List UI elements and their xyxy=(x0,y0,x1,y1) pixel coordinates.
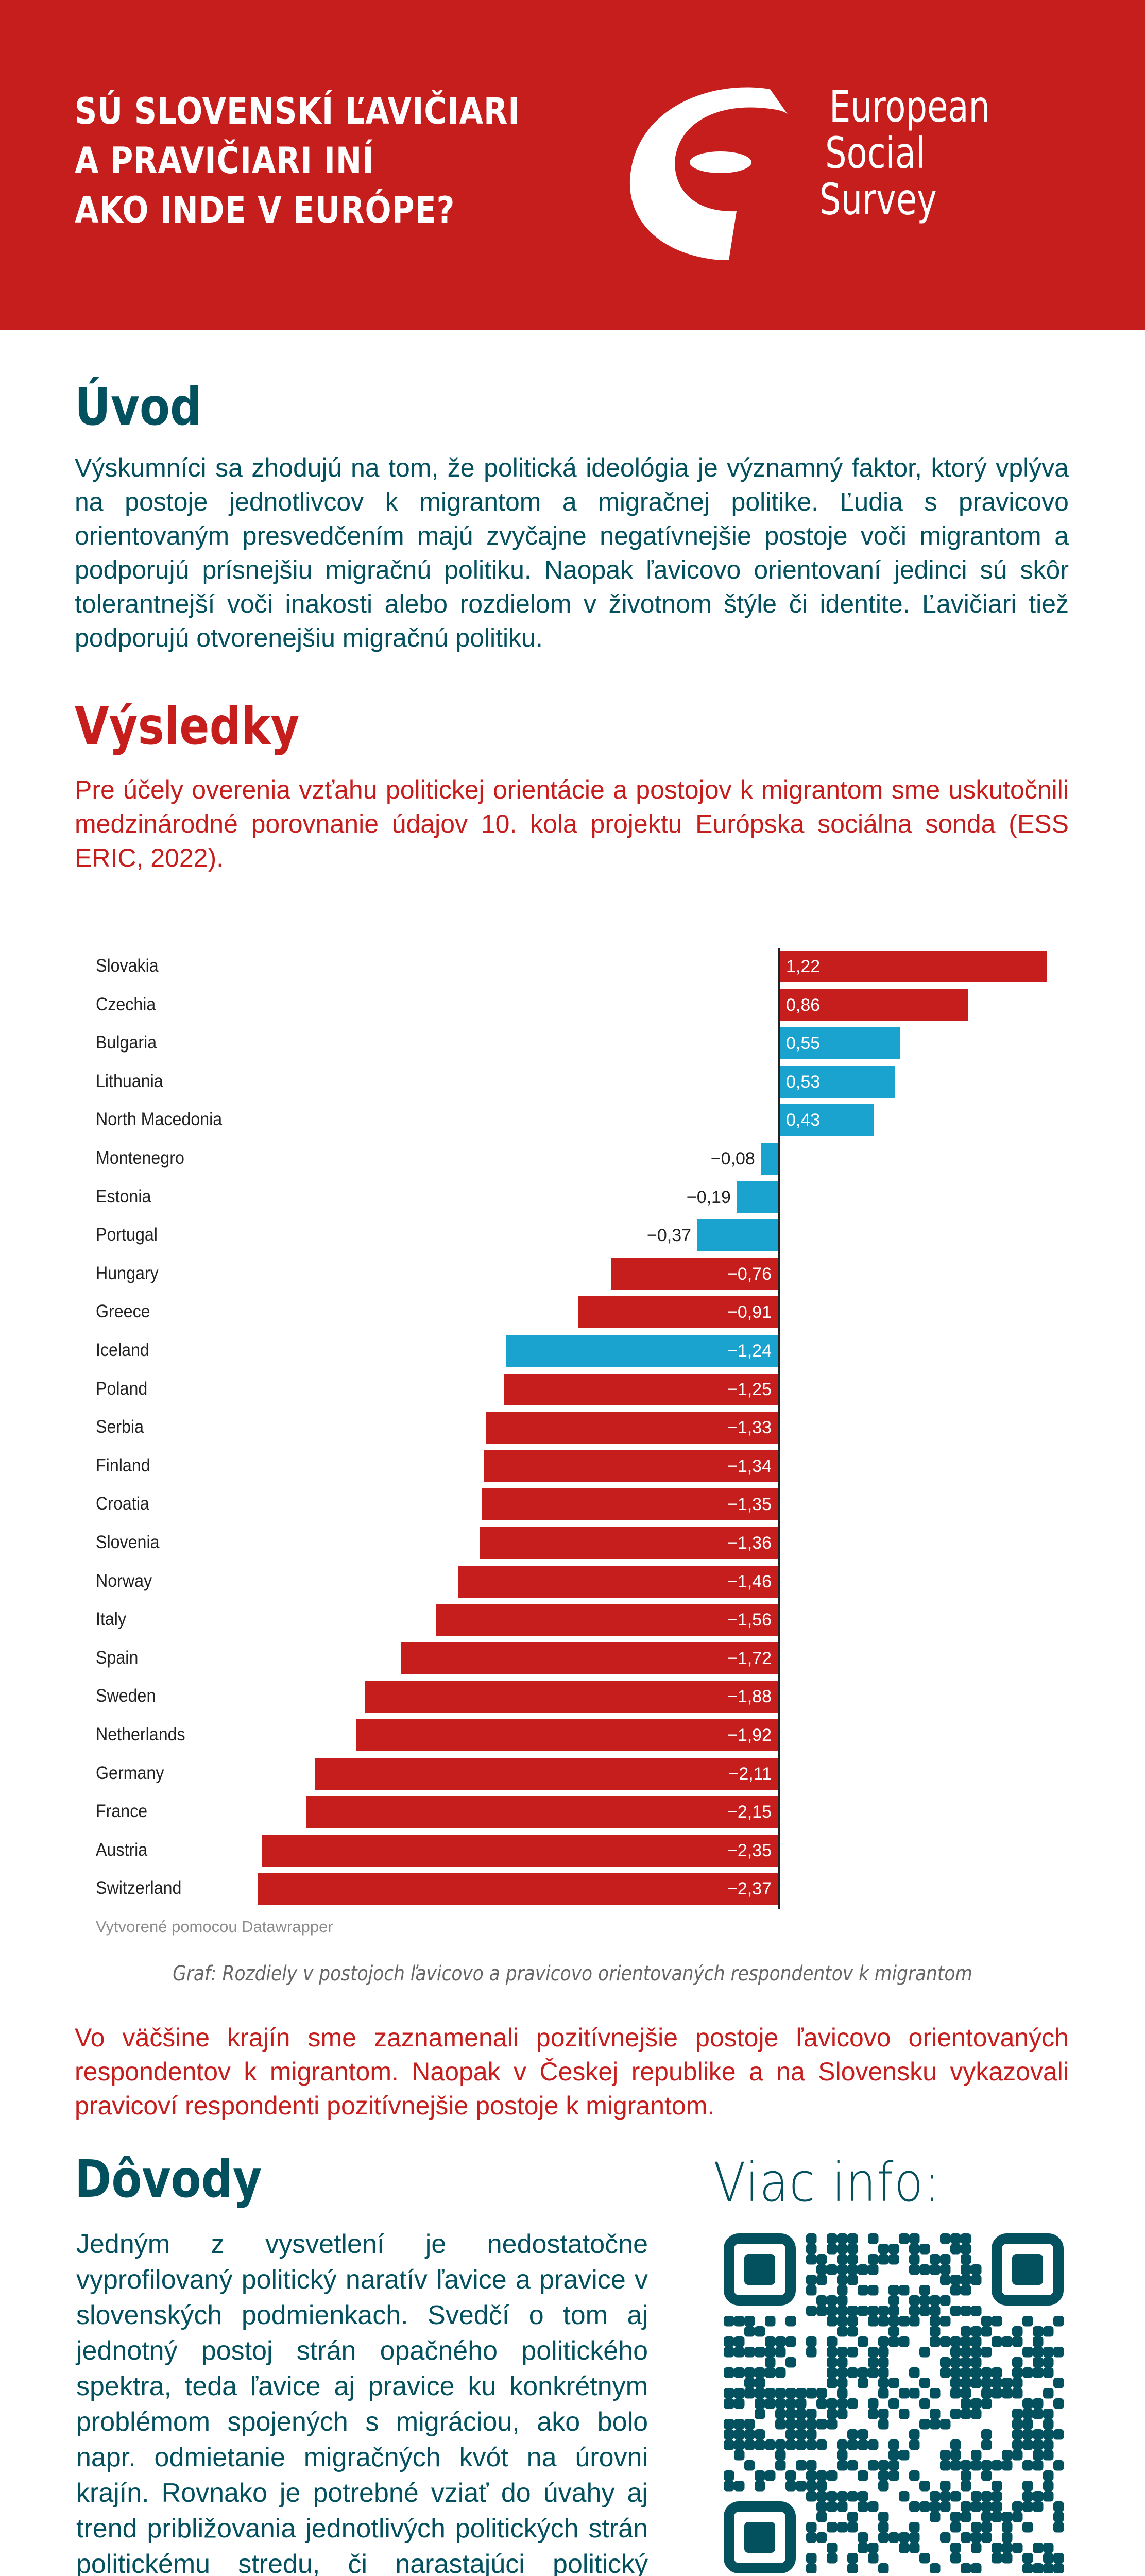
value-label: −0,37 xyxy=(646,1226,692,1246)
reasons-text: Jedným z vysvetlení je nedostatočne vypr… xyxy=(76,2229,648,2576)
title-line-3: AKO INDE V EURÓPE? xyxy=(75,189,455,231)
country-label: Slovakia xyxy=(96,956,159,976)
value-label: −1,92 xyxy=(727,1725,772,1745)
bar xyxy=(435,1604,779,1636)
bar xyxy=(365,1681,779,1713)
country-label: Estonia xyxy=(96,1186,151,1207)
bar xyxy=(400,1642,779,1674)
title-line-2: A PRAVIČIARI INÍ xyxy=(75,140,374,182)
country-label: Finland xyxy=(96,1455,150,1476)
value-label: −1,33 xyxy=(727,1418,772,1438)
value-label: −2,15 xyxy=(727,1802,772,1822)
value-label: −1,25 xyxy=(727,1379,772,1399)
value-label: 0,55 xyxy=(786,1033,821,1054)
country-label: Italy xyxy=(96,1609,127,1630)
results-heading: Výsledky xyxy=(75,696,300,756)
value-label: 1,22 xyxy=(786,957,821,976)
ess-logo: European Social Survey xyxy=(626,80,1089,265)
country-label: Netherlands xyxy=(96,1724,185,1744)
country-label: Germany xyxy=(96,1762,164,1783)
country-label: Iceland xyxy=(96,1340,149,1360)
bar xyxy=(356,1719,779,1751)
zero-axis-line xyxy=(778,948,780,1909)
page-title: SÚ SLOVENSKÍ ĽAVIČIARI A PRAVIČIARI INÍ … xyxy=(75,87,520,235)
value-label: −1,34 xyxy=(727,1456,772,1476)
value-label: −0,08 xyxy=(710,1149,755,1168)
value-label: −1,46 xyxy=(727,1571,772,1591)
country-label: Croatia xyxy=(96,1494,149,1514)
intro-text: Výskumníci sa zhodujú na tom, že politic… xyxy=(75,453,1069,652)
bar xyxy=(779,989,968,1021)
value-label: −1,24 xyxy=(727,1341,772,1361)
country-label: Portugal xyxy=(96,1225,158,1245)
value-label: −0,76 xyxy=(727,1264,772,1284)
results-text: Pre účely overenia vzťahu politickej ori… xyxy=(75,775,1069,872)
bar xyxy=(737,1181,779,1213)
value-label: −1,56 xyxy=(727,1610,772,1630)
title-line-1: SÚ SLOVENSKÍ ĽAVIČIARI xyxy=(75,90,520,132)
qr-code-icon[interactable] xyxy=(724,2233,1064,2574)
value-label: −0,91 xyxy=(727,1302,772,1323)
intro-heading: Úvod xyxy=(75,377,202,437)
bar xyxy=(482,1488,779,1521)
more-info-heading: Viac info: xyxy=(713,2151,941,2214)
country-label: Norway xyxy=(96,1570,152,1591)
bar xyxy=(315,1757,779,1790)
bar xyxy=(457,1565,779,1598)
reasons-heading: Dôvody xyxy=(75,2149,262,2209)
country-label: Serbia xyxy=(96,1417,144,1437)
bar xyxy=(761,1143,779,1175)
country-label: Spain xyxy=(96,1647,139,1668)
ess-word-survey: Survey xyxy=(819,174,937,225)
value-label: −1,88 xyxy=(727,1687,772,1707)
value-label: −1,36 xyxy=(727,1533,772,1553)
value-label: 0,53 xyxy=(786,1072,821,1092)
bar xyxy=(779,951,1047,982)
bar xyxy=(697,1219,779,1252)
bar xyxy=(779,1104,874,1137)
ess-e-icon xyxy=(629,87,788,260)
country-label: Slovenia xyxy=(96,1532,160,1552)
bar xyxy=(779,1065,896,1098)
country-label: France xyxy=(96,1801,148,1822)
chart-attribution: Vytvorené pomocou Datawrapper xyxy=(96,1918,333,1936)
bar xyxy=(480,1527,779,1559)
country-label: Sweden xyxy=(96,1686,156,1706)
country-label: Greece xyxy=(96,1301,150,1322)
chart-caption: Graf: Rozdiely v postojoch ľavicovo a pr… xyxy=(173,1962,972,1986)
ess-word-european: European xyxy=(829,81,990,132)
value-label: 0,86 xyxy=(786,995,821,1015)
bar xyxy=(262,1834,779,1867)
country-label: Switzerland xyxy=(96,1878,182,1899)
country-label: Montenegro xyxy=(96,1148,184,1168)
bar-chart: Slovakia 1,22 Czechia 0,86 Bulgaria 0,55 Lithu… xyxy=(77,933,1066,1917)
bar xyxy=(578,1296,779,1329)
country-label: Poland xyxy=(96,1378,148,1399)
country-label: North Macedonia xyxy=(96,1109,223,1130)
country-label: Czechia xyxy=(96,994,156,1014)
value-label: −2,37 xyxy=(727,1879,772,1899)
header-banner: SÚ SLOVENSKÍ ĽAVIČIARI A PRAVIČIARI INÍ … xyxy=(0,0,1145,330)
bar xyxy=(484,1450,779,1482)
country-label: Hungary xyxy=(96,1263,159,1283)
bar xyxy=(305,1796,779,1828)
bar xyxy=(611,1258,779,1290)
bar xyxy=(779,1027,900,1060)
value-label: −2,35 xyxy=(727,1840,772,1860)
ess-word-social: Social xyxy=(825,128,926,178)
value-label: −2,11 xyxy=(728,1764,772,1784)
country-label: Austria xyxy=(96,1839,148,1860)
bar xyxy=(504,1373,779,1405)
bar xyxy=(486,1412,779,1444)
value-label: −0,19 xyxy=(686,1187,731,1207)
country-label: Bulgaria xyxy=(96,1032,157,1053)
conclusion-text: Vo väčšine krajín sme zaznamenali pozití… xyxy=(75,2023,1069,2120)
value-label: −1,72 xyxy=(727,1648,772,1668)
country-label: Lithuania xyxy=(96,1071,163,1091)
bar xyxy=(506,1335,779,1367)
bar xyxy=(258,1873,779,1905)
value-label: 0,43 xyxy=(786,1110,821,1130)
value-label: −1,35 xyxy=(727,1495,772,1515)
